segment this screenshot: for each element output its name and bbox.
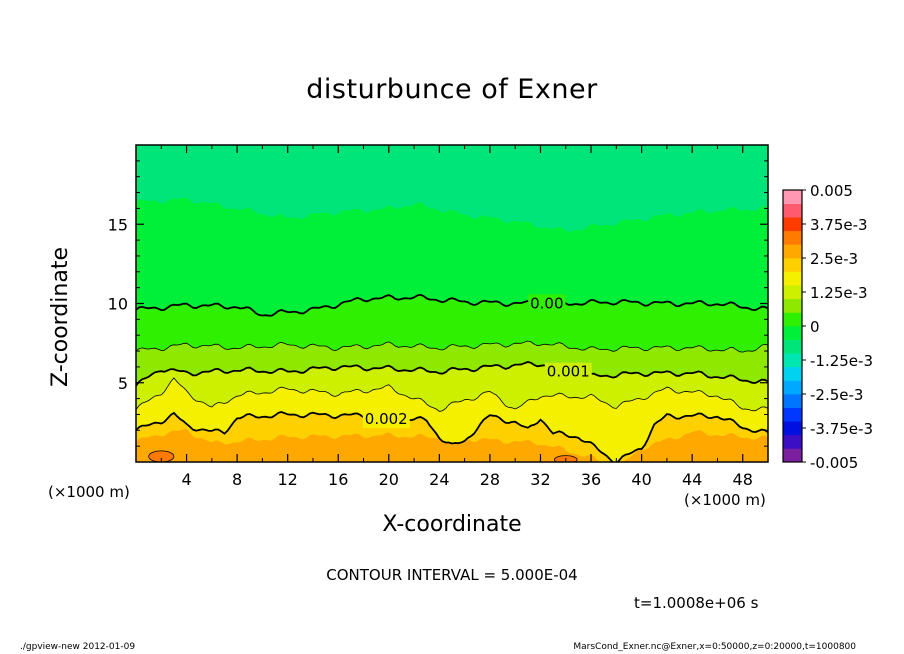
colorbar-label: -2.5e-3 xyxy=(810,386,863,404)
colorbar: 0.005 3.75e-3 2.5e-3 1.25e-3 0 -1.25e-3 -2.5e-… xyxy=(782,182,873,472)
x-unit-left: (×1000 m) xyxy=(48,483,130,501)
x-tick-label: 36 xyxy=(581,470,601,489)
colorbar-swatch-16 xyxy=(783,230,802,245)
x-tick-label: 12 xyxy=(278,470,298,489)
x-tick-label: 16 xyxy=(328,470,348,489)
colorbar-swatch-5 xyxy=(783,380,802,395)
time-text: t=1.0008e+06 s xyxy=(634,594,759,612)
contour-labels: 0.00 0.001 0.002 xyxy=(362,294,592,429)
x-tick-label: 40 xyxy=(631,470,651,489)
colorbar-swatch-15 xyxy=(783,244,802,259)
colorbar-label: 0 xyxy=(810,318,820,336)
colorbar-swatch-7 xyxy=(783,353,802,368)
contour-label-0: 0.00 xyxy=(530,295,563,313)
colorbar-swatch-18 xyxy=(783,203,802,218)
colorbar-label: 3.75e-3 xyxy=(810,216,868,234)
contour-label-1: 0.001 xyxy=(547,363,590,381)
chart-title: disturbunce of Exner xyxy=(306,74,598,105)
colorbar-swatch-17 xyxy=(783,217,802,232)
colorbar-swatch-9 xyxy=(783,326,802,340)
contour-line-4 xyxy=(136,293,768,317)
x-unit-right: (×1000 m) xyxy=(684,491,766,509)
colorbar-label: -0.005 xyxy=(810,454,858,472)
contour-line-2 xyxy=(136,361,768,387)
x-tick-label: 20 xyxy=(379,470,399,489)
y-axis: 5 10 15 xyxy=(108,160,768,447)
x-tick-label: 48 xyxy=(733,470,753,489)
colorbar-swatch-1 xyxy=(783,434,802,449)
colorbar-swatch-12 xyxy=(783,285,802,300)
colorbar-swatch-19 xyxy=(783,190,802,204)
colorbar-swatch-14 xyxy=(783,258,802,272)
colorbar-swatch-8 xyxy=(783,339,802,354)
colorbar-swatch-10 xyxy=(783,312,802,327)
contour-label-2: 0.002 xyxy=(365,410,408,428)
contour-interval-text: CONTOUR INTERVAL = 5.000E-04 xyxy=(326,566,578,584)
contour-line-3 xyxy=(136,340,768,353)
x-tick-label: 32 xyxy=(530,470,550,489)
x-tick-label: 28 xyxy=(480,470,500,489)
x-tick-label: 8 xyxy=(232,470,242,489)
colorbar-label: -3.75e-3 xyxy=(810,420,873,438)
colorbar-swatch-11 xyxy=(783,298,802,313)
contour-lines xyxy=(136,293,768,462)
contour-line-1 xyxy=(136,377,768,412)
colorbar-label: 1.25e-3 xyxy=(810,284,868,302)
colorbar-label: 0.005 xyxy=(810,182,853,200)
colorbar-label: 2.5e-3 xyxy=(810,250,858,268)
colorbar-swatch-6 xyxy=(783,366,802,381)
x-tick-label: 4 xyxy=(181,470,191,489)
x-axis-label: X-coordinate xyxy=(382,512,522,537)
footer-left: ./gpview-new 2012-01-09 xyxy=(20,642,136,652)
x-tick-label: 44 xyxy=(682,470,702,489)
y-tick-label: 10 xyxy=(108,295,128,314)
x-axis: 4 8 12 16 20 24 28 32 36 40 44 48 xyxy=(160,145,753,489)
colorbar-swatch-13 xyxy=(783,271,802,286)
contour-fills xyxy=(136,145,768,462)
y-tick-label: 5 xyxy=(118,374,128,393)
colorbar-swatch-3 xyxy=(783,407,802,422)
colorbar-swatch-2 xyxy=(783,421,802,436)
footer-right: MarsCond_Exner.nc@Exner,x=0:50000,z=0:20… xyxy=(573,642,856,652)
y-axis-label: Z-coordinate xyxy=(48,247,73,387)
x-tick-label: 24 xyxy=(429,470,449,489)
contour-line-0 xyxy=(136,411,768,462)
contour-blob-0 xyxy=(148,450,175,462)
colorbar-swatch-4 xyxy=(783,394,802,408)
y-tick-label: 15 xyxy=(108,215,128,234)
colorbar-label: -1.25e-3 xyxy=(810,352,873,370)
contour-band-7 xyxy=(136,145,768,232)
colorbar-swatch-0 xyxy=(783,448,802,463)
